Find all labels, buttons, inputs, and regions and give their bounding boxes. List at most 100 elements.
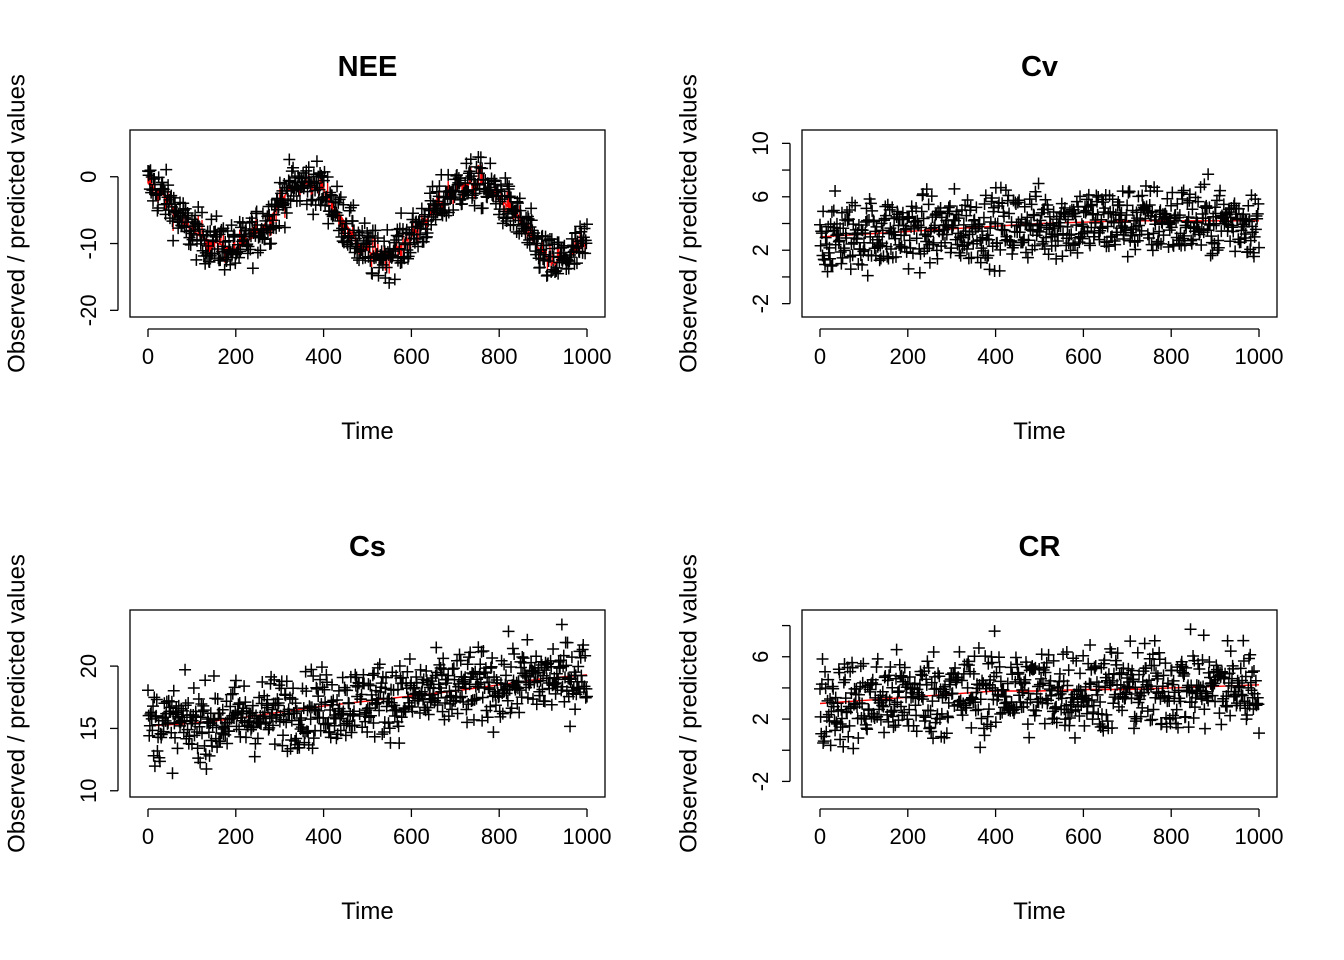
observed-point [276,739,289,752]
x-tick-label: 800 [1153,824,1190,849]
observed-point [1020,246,1032,259]
observed-point [169,731,182,744]
observed-point [938,236,951,249]
observed-point [1023,731,1036,744]
observed-point [1115,206,1128,219]
observed-point [942,696,955,709]
observed-point [994,243,1007,256]
observed-point [179,663,192,676]
observed-point [282,174,295,187]
observed-point [955,231,968,244]
observed-point [1227,225,1240,238]
observed-point [166,215,179,228]
observed-point [1093,717,1106,730]
panel-0: NEE 0 200 400 600 800 1000 Time -20 -10 0 Observed … [3,51,611,445]
observed-point [320,195,333,208]
observed-point [395,711,408,724]
observed-point [1063,229,1076,242]
observed-point [157,725,170,738]
observed-point [1025,198,1038,211]
observed-point [1155,237,1168,250]
series-observed [814,168,1265,282]
observed-point [845,238,858,251]
observed-point [1237,655,1250,668]
observed-point [442,669,455,682]
observed-point [1129,243,1142,256]
observed-point [470,692,483,705]
observed-point [965,721,978,734]
observed-point [1050,716,1063,729]
observed-point [924,704,937,717]
observed-point [1069,703,1082,716]
observed-point [505,661,518,674]
x-tick-label: 1000 [563,824,612,849]
observed-point [1114,679,1127,692]
plot-box [801,129,1278,318]
observed-point [460,703,473,716]
observed-point [953,645,966,658]
observed-point [395,207,408,220]
observed-point [484,157,497,170]
observed-point [1087,699,1100,712]
y-tick-label: 6 [748,191,773,203]
observed-point [866,204,879,217]
observed-point [475,645,488,658]
observed-point [977,211,990,224]
observed-point [437,652,450,665]
observed-point [511,697,524,710]
observed-point [1012,216,1025,229]
observed-point [1102,207,1115,220]
observed-point [997,683,1010,696]
observed-point [289,697,302,710]
observed-point [511,197,524,210]
observed-point [824,739,837,752]
observed-point [940,228,953,241]
observed-point [1248,230,1261,243]
observed-point [224,258,237,271]
observed-point [944,199,957,212]
observed-point [1196,654,1209,667]
observed-point [355,688,368,701]
observed-point [249,737,262,750]
observed-point [324,703,337,716]
observed-point [363,240,376,253]
observed-point [1021,211,1034,224]
observed-point [162,179,175,192]
observed-point [856,224,869,237]
observed-point [833,666,846,679]
observed-point [1244,648,1257,661]
observed-point [195,697,208,710]
observed-point [1239,227,1252,240]
observed-point [932,667,945,680]
observed-point [1052,234,1065,247]
observed-point [225,219,238,232]
observed-point [1249,223,1262,236]
observed-point [339,729,352,742]
observed-point [839,673,852,686]
observed-point [547,643,560,656]
observed-point [1134,710,1147,723]
observed-point [1042,248,1055,261]
observed-point [449,185,462,198]
observed-point [1003,207,1016,220]
plot-box [129,609,606,798]
observed-point [550,261,563,274]
observed-point [950,673,963,686]
observed-point [185,227,198,240]
observed-point [834,733,847,746]
observed-point [277,729,290,742]
observed-point [1073,709,1086,722]
observed-point [429,669,442,682]
observed-point [560,659,573,672]
observed-point [340,717,353,730]
observed-point [909,699,922,712]
observed-point [146,724,159,737]
observed-point [521,236,534,249]
observed-point [223,725,236,738]
observed-point [827,204,840,217]
observed-point [1035,219,1048,232]
observed-point [533,261,546,274]
observed-point [392,720,405,733]
observed-point [988,625,1001,638]
observed-point [224,688,237,701]
